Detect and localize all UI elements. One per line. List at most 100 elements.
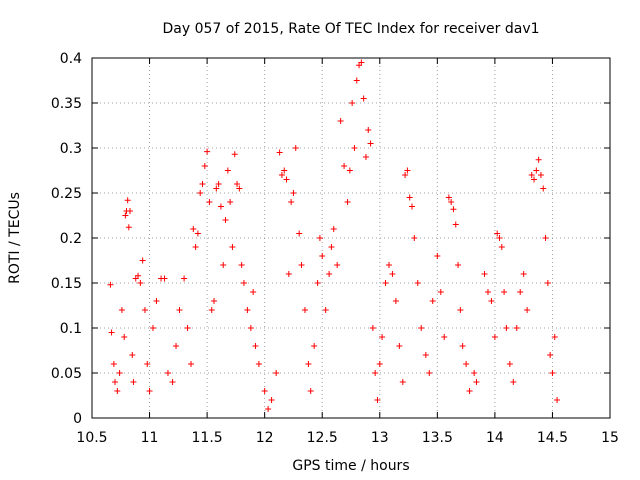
data-point [173,343,180,349]
data-point [481,271,488,277]
data-point [164,370,171,376]
data-point [129,352,136,358]
data-point [231,151,238,158]
data-point [376,361,383,367]
data-point [194,230,201,237]
data-point [108,329,115,336]
x-tick-label: 14.5 [537,430,568,446]
data-point [463,361,470,367]
data-point [240,280,247,286]
data-point [528,172,535,178]
data-point [535,156,542,163]
data-point [411,235,418,241]
data-point [192,244,199,250]
data-point [473,379,480,385]
data-points [107,59,561,412]
data-point [283,176,290,183]
data-point [247,325,254,331]
data-point [466,388,473,394]
data-point [311,343,318,349]
data-point [199,181,206,187]
data-point [501,289,508,295]
data-point [125,224,132,231]
data-point [517,289,524,295]
data-point [494,230,501,237]
data-point [261,388,268,394]
data-point [265,406,272,412]
data-point [250,289,257,295]
data-point [234,181,241,187]
data-point [498,244,505,250]
data-point [362,154,369,160]
data-point [365,127,372,133]
data-point [450,206,457,213]
data-point [396,343,403,349]
data-point [537,172,544,178]
tick-labels: 10.5 11 11.5 12 12.5 13 13.5 14 14.5 15 0 0.05 0.1 0.… [51,51,619,446]
y-tick-label: 0.3 [60,141,82,157]
data-point [169,379,176,385]
data-point [358,59,365,66]
data-point [457,307,464,313]
data-point [441,334,448,340]
x-axis-label: GPS time / hours [292,458,409,474]
data-point [137,280,144,286]
data-point [187,361,194,367]
data-point [217,203,224,210]
data-point [307,388,314,394]
y-tick-label: 0.35 [51,96,82,112]
data-point [244,307,251,313]
data-point [176,307,183,313]
data-point [236,185,243,192]
data-point [540,185,547,192]
data-point [161,275,168,282]
data-point [452,221,459,228]
data-point [491,334,498,340]
data-point [351,145,358,151]
data-point [488,298,495,304]
data-point [402,172,409,178]
data-point [278,172,285,178]
data-point [292,145,299,151]
x-tick-label: 12.5 [307,430,338,446]
data-point [197,190,204,196]
data-point [524,307,531,313]
data-point [290,190,297,196]
data-point [116,370,123,376]
data-point [211,298,218,304]
x-tick-label: 14 [486,430,504,446]
data-point [118,307,125,313]
data-point [328,244,335,250]
data-point [510,379,517,385]
data-point [190,226,197,232]
data-point [533,167,540,174]
y-tick-label: 0 [73,411,82,427]
data-point [434,253,441,259]
data-point [301,307,308,313]
data-point [409,203,416,210]
y-tick-label: 0.2 [60,231,82,247]
y-tick-label: 0.15 [51,276,82,292]
data-point [124,197,131,204]
data-point [144,361,151,367]
data-point [496,235,503,241]
chart-title: Day 057 of 2015, Rate Of TEC Index for r… [162,21,539,37]
data-point [107,281,114,288]
data-point [429,298,436,304]
y-axis-label: ROTI / TECUs [7,192,23,284]
grid-lines [92,58,610,418]
data-point [114,388,121,394]
data-point [385,262,392,268]
data-point [374,397,381,403]
data-point [372,370,379,376]
data-point [418,325,425,331]
x-tick-label: 11 [141,430,159,446]
data-point [208,307,215,313]
data-point [334,262,341,268]
data-point [139,257,146,264]
data-point [213,185,220,192]
data-point [531,176,538,183]
data-point [316,235,323,241]
data-point [229,244,236,250]
